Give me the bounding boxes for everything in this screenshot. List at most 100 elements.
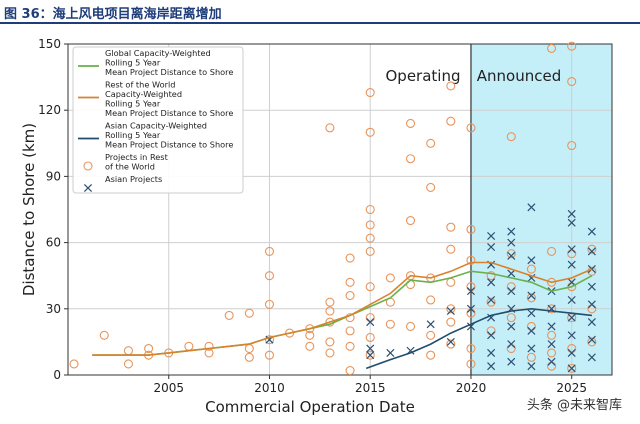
x-tick-label: 2015 [355,381,386,395]
row-project-point [587,337,597,347]
row-project-point [123,346,133,356]
asian-project-point [507,251,516,260]
row-project-point [144,343,154,354]
legend-label-row_points: of the World [105,162,155,172]
figure-title: 图 36：海上风电项目离海岸距离增加 [4,7,222,22]
asian-project-point [487,242,496,252]
row-project-point [244,308,254,318]
row-project-point [325,337,335,347]
legend-label-asian: Rolling 5 Year [105,130,161,140]
y-tick-label: 150 [38,37,61,51]
asian-project-point [366,318,375,327]
row-project-point [567,41,577,51]
legend-label-global: Rolling 5 Year [105,58,161,68]
row-project-point [264,246,275,256]
row-project-point [244,343,254,354]
row-project-point [365,282,375,292]
asian-project-point [487,278,496,287]
asian-project-point [527,309,536,318]
asian-project-point [507,340,516,349]
region-label-announced: Announced [477,67,561,85]
asian-project-point [426,320,435,329]
row-project-point [385,319,395,329]
row-project-point [547,277,557,287]
series-line-asian [365,307,592,370]
asian-project-point [587,335,596,344]
asian-project-point [567,218,576,227]
row-project-point [486,297,496,307]
legend-label-row_points: Projects in Rest [105,152,169,162]
row-project-point [466,343,476,354]
asian-project-point [547,322,556,331]
y-tick-label: 0 [53,368,61,382]
row-project-point [446,244,456,254]
row-project-point [345,277,355,287]
asian-project-point [527,291,536,300]
asian-project-point [567,295,576,304]
asian-project-point [487,331,496,340]
x-tick-label: 2005 [153,381,184,395]
asian-project-point [567,209,576,218]
x-tick-label: 2010 [254,381,285,395]
legend-symbol-row-points [83,161,93,171]
asian-project-point [587,318,596,327]
y-tick-label: 120 [38,103,61,117]
row-project-point [365,127,375,137]
row-project-point [547,43,557,53]
asian-project-point [466,287,475,296]
row-project-point [99,330,109,340]
asian-project-point [567,245,576,254]
row-project-point [365,204,375,215]
x-tick-label: 2025 [556,381,587,395]
y-tick-label: 90 [46,169,61,183]
row-project-point [224,310,234,320]
row-project-point [466,359,476,369]
row-project-point [526,264,536,274]
row-project-point [345,326,355,336]
asian-project-point [547,340,556,349]
row-project-point [365,332,375,343]
figure-header: 图 36：海上风电项目离海岸距离增加 [0,0,640,24]
row-project-point [325,297,335,307]
row-project-point [405,154,416,164]
asian-project-point [366,351,375,360]
asian-project-point [487,231,496,241]
asian-project-point [587,247,596,256]
row-project-point [466,224,476,234]
row-project-point [446,317,456,327]
row-project-point [426,138,436,148]
row-project-point [547,246,557,256]
row-project-point [526,352,536,362]
asian-project-point [587,227,596,236]
asian-project-point [527,256,536,265]
region-label-operating: Operating [386,67,461,85]
row-project-point [345,291,355,301]
y-tick-label: 30 [46,302,61,316]
row-project-point [325,348,335,358]
row-project-point [567,363,577,373]
legend-symbol-asia-points [83,183,93,193]
y-tick-label: 60 [46,236,61,250]
row-project-point [506,249,516,259]
legend-label-row: Rolling 5 Year [105,99,161,109]
y-axis-label: Distance to Shore (km) [20,123,38,296]
asian-project-point [487,295,496,304]
row-project-point [547,304,557,314]
row-project-point [345,253,355,263]
asian-project-point [466,322,475,331]
asian-project-point [446,337,455,346]
series-line-row [92,261,593,356]
row-project-point [305,330,315,340]
asian-project-point [527,203,536,212]
row-project-point [365,246,375,256]
legend-label-row: Rest of the World [105,80,175,90]
asian-project-point [567,313,576,322]
asian-project-point [487,362,496,371]
row-project-point [305,324,315,334]
row-project-point [466,123,476,133]
asian-project-point [587,282,596,291]
row-project-point [325,123,335,133]
row-project-point [426,182,436,192]
row-project-point [446,81,456,91]
